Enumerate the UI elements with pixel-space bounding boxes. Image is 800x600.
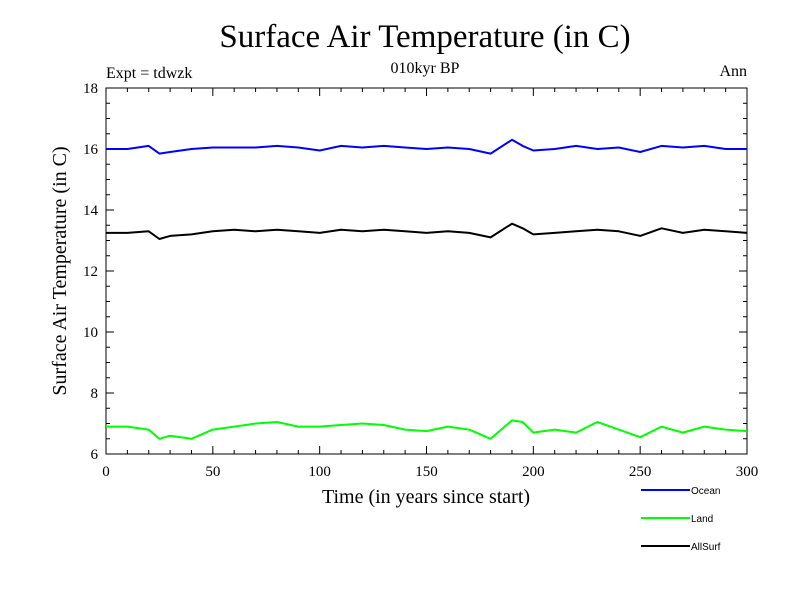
y-tick-label: 14 (83, 203, 99, 219)
series-lines (106, 138, 748, 440)
series-line-land (106, 419, 748, 440)
x-tick-label: 250 (629, 464, 652, 480)
y-tick-label: 8 (91, 386, 99, 402)
x-tick-label: 50 (205, 464, 220, 480)
legend: Ocean Land AllSurf (641, 486, 721, 553)
legend-label: AllSurf (691, 542, 721, 553)
x-tick-label: 100 (308, 464, 331, 480)
chart-title: Surface Air Temperature (in C) (219, 19, 630, 55)
y-tick-label: 12 (83, 264, 98, 280)
experiment-label: Expt = tdwzk (106, 65, 192, 82)
y-tick-label: 10 (83, 325, 98, 341)
x-tick-label: 200 (522, 464, 545, 480)
period-label: Ann (719, 63, 747, 80)
chart-subtitle: 010kyr BP (391, 60, 460, 77)
axes: 0 50 100 150 200 250 300 6 8 10 12 14 16 18 (83, 81, 758, 480)
x-axis-label: Time (in years since start) (322, 486, 530, 508)
series-line-ocean (106, 138, 747, 155)
series-line-allsurf (106, 222, 748, 240)
legend-label: Ocean (691, 486, 720, 497)
x-tick-label: 0 (102, 464, 110, 480)
y-tick-label: 18 (83, 81, 98, 97)
plot-frame (105, 87, 748, 455)
y-tick-label: 6 (91, 447, 99, 463)
legend-label: Land (691, 514, 713, 525)
x-tick-label: 150 (415, 464, 438, 480)
x-tick-label: 300 (736, 464, 759, 480)
y-tick-label: 16 (83, 142, 99, 158)
y-axis-label: Surface Air Temperature (in C) (49, 146, 71, 395)
